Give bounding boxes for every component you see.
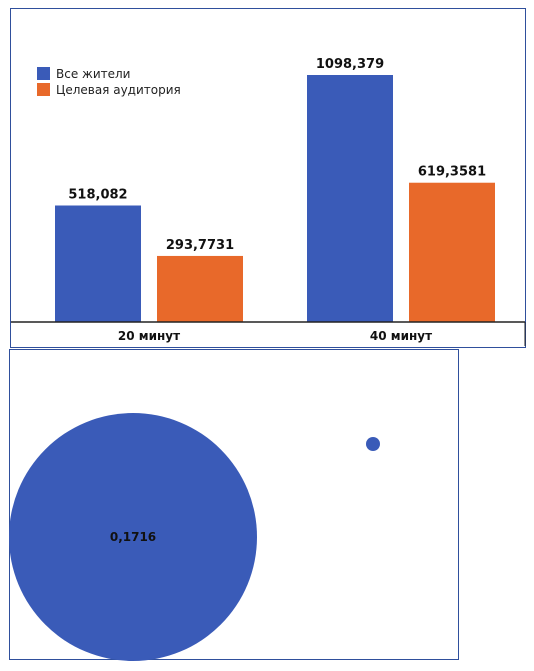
bar-chart-panel: 518,082 293,7731 1098,379 619,3581 20 минут 4… bbox=[10, 8, 526, 348]
bar-0-0 bbox=[55, 205, 141, 322]
data-label-0-0: 518,082 bbox=[68, 187, 127, 202]
legend-item-target-audience: Целевая аудитория bbox=[37, 82, 181, 97]
legend-label-all-residents: Все жители bbox=[56, 66, 131, 81]
legend-swatch-target-audience bbox=[37, 83, 50, 96]
bubble-chart: 0,1716 bbox=[9, 413, 380, 661]
bar-0-1 bbox=[307, 75, 393, 322]
data-label-1-0: 293,7731 bbox=[166, 238, 234, 253]
legend-label-target-audience: Целевая аудитория bbox=[56, 82, 181, 97]
data-label-0-1: 1098,379 bbox=[316, 57, 384, 72]
bubble-label-0: 0,1716 bbox=[110, 530, 156, 544]
bubble-0 bbox=[9, 413, 257, 661]
bubble-1 bbox=[366, 437, 380, 451]
bar-1-1 bbox=[409, 182, 495, 322]
bubble-chart-panel: 0,1716 bbox=[9, 349, 459, 661]
legend: Все жители Целевая аудитория bbox=[37, 66, 181, 98]
bar-chart: 518,082 293,7731 1098,379 619,3581 20 минут 4… bbox=[11, 57, 526, 346]
x-tick-label-0: 20 минут bbox=[118, 329, 180, 343]
data-label-1-1: 619,3581 bbox=[418, 165, 486, 180]
legend-swatch-all-residents bbox=[37, 67, 50, 80]
x-tick-label-1: 40 минут bbox=[370, 329, 432, 343]
bar-1-0 bbox=[157, 255, 243, 322]
legend-item-all-residents: Все жители bbox=[37, 66, 181, 81]
